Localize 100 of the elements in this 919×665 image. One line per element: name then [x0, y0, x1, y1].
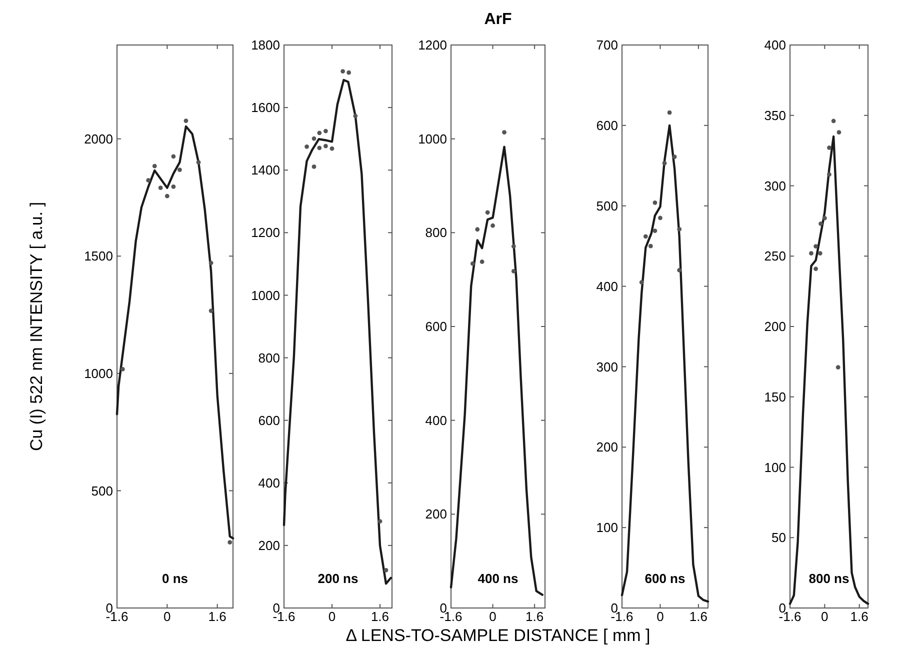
y-tick-label: 300	[596, 359, 618, 374]
y-tick-label: 400	[596, 278, 618, 294]
x-tick-label: 0	[164, 609, 171, 624]
y-tick-label: 200	[764, 319, 786, 334]
point	[818, 222, 823, 226]
point	[330, 146, 334, 151]
annotation: 200 ns	[318, 571, 358, 586]
x-tick-label: 0	[821, 609, 828, 624]
point	[208, 308, 214, 313]
y-tick-label: 100	[596, 520, 618, 536]
point	[317, 146, 322, 150]
point	[353, 114, 358, 118]
point	[152, 164, 157, 168]
y-tick-label: 1000	[251, 288, 280, 303]
y-tick-label: 1800	[251, 38, 280, 53]
point	[648, 244, 653, 248]
y-tick-label: 100	[764, 460, 786, 475]
point	[480, 260, 484, 264]
y-tick-label: 400	[258, 475, 280, 490]
point	[836, 130, 842, 134]
point	[158, 186, 163, 190]
annotation: 0 ns	[162, 571, 188, 586]
annotation: 800 ns	[808, 571, 850, 586]
x-tick-label: 0	[656, 609, 664, 624]
point	[378, 519, 382, 524]
x-tick-label: 1.6	[370, 609, 390, 624]
y-tick-label: 1500	[84, 248, 113, 264]
y-tick-label: 350	[764, 108, 786, 123]
point	[814, 266, 818, 271]
y-tick-label: 1200	[418, 38, 447, 53]
y-tick-label: 50	[772, 530, 786, 546]
y-axis-title: Cu (I) 522 nm INTENSITY [ a.u. ]	[27, 202, 46, 452]
x-tick-label: 1.6	[208, 609, 226, 624]
point	[120, 366, 125, 372]
point	[178, 168, 182, 172]
line-series	[788, 135, 870, 605]
point	[196, 160, 201, 164]
x-tick-label: 1.6	[526, 609, 544, 624]
point	[324, 128, 328, 134]
point	[312, 136, 316, 141]
point	[658, 216, 662, 220]
line-series	[450, 146, 544, 596]
y-tick-label: 1600	[251, 100, 280, 116]
point	[340, 69, 345, 74]
point	[146, 178, 151, 183]
point	[814, 244, 818, 248]
y-tick-label: 1400	[251, 162, 280, 178]
point	[384, 568, 388, 572]
y-tick-label: 250	[764, 248, 786, 264]
y-tick-label: 600	[425, 319, 447, 334]
point	[511, 268, 516, 274]
point	[827, 146, 832, 150]
line-series	[282, 78, 392, 585]
y-tick-label: 400	[764, 38, 786, 53]
point	[511, 244, 516, 248]
line-series	[620, 124, 710, 603]
y-tick-label: 200	[258, 538, 280, 553]
point	[677, 268, 682, 272]
point	[228, 540, 232, 545]
y-tick-label: 500	[91, 483, 113, 498]
y-tick-label: 500	[596, 198, 618, 214]
x-tick-label: 0	[489, 609, 496, 624]
y-tick-label: 300	[764, 178, 786, 194]
y-tick-label: 800	[425, 225, 447, 240]
point	[184, 118, 188, 123]
y-tick-label: 200	[596, 440, 618, 455]
point	[324, 144, 328, 148]
line-series	[116, 125, 234, 540]
point	[485, 210, 490, 215]
x-axis-title: Δ LENS-TO-SAMPLE DISTANCE [ mm ]	[346, 626, 650, 645]
point	[475, 227, 480, 232]
point	[171, 154, 176, 159]
point	[831, 118, 836, 124]
y-tick-label: 200	[425, 506, 447, 522]
point	[662, 161, 667, 166]
point	[836, 365, 840, 370]
point	[827, 172, 832, 177]
point	[818, 251, 822, 256]
point	[677, 226, 682, 232]
point	[346, 70, 351, 75]
point	[171, 184, 176, 189]
y-tick-label: 1000	[84, 366, 113, 381]
y-tick-label: 700	[596, 38, 618, 53]
chart-title: ArF	[484, 11, 512, 28]
y-tick-label: 1200	[251, 225, 280, 240]
point	[164, 194, 170, 198]
x-tick-label: 0	[328, 609, 336, 624]
point	[470, 261, 475, 266]
y-tick-label: 1000	[418, 131, 447, 146]
point	[502, 130, 506, 134]
point	[312, 164, 316, 169]
point	[304, 144, 309, 149]
point	[667, 110, 672, 115]
point	[822, 216, 827, 220]
point	[643, 234, 648, 239]
point	[490, 223, 495, 228]
point	[652, 228, 658, 233]
y-tick-label: 150	[764, 389, 786, 404]
point	[317, 130, 322, 136]
point	[672, 154, 677, 159]
